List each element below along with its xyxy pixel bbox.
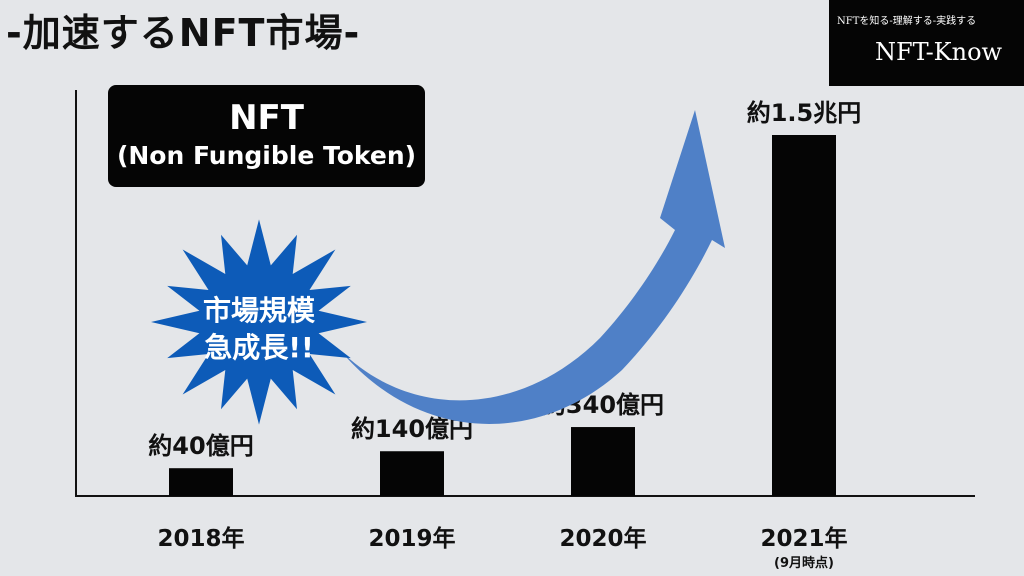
page-title: -加速するNFT市場-	[6, 11, 361, 55]
bar-1	[169, 468, 233, 496]
nft-definition-box: NFT (Non Fungible Token)	[108, 85, 425, 187]
x-tick-label-4: 2021年	[760, 525, 847, 552]
data-label-1: 約40億円	[148, 432, 253, 460]
nft-box-subtitle: (Non Fungible Token)	[116, 141, 417, 170]
burst-text-line2: 急成長!!	[204, 331, 314, 364]
nft-box-title: NFT	[229, 98, 304, 138]
starburst-badge-icon	[151, 219, 367, 425]
x-tick-label-1: 2018年	[157, 525, 244, 552]
bar-4	[772, 135, 836, 496]
brand-logo-box: NFTを知る-理解する-実践する NFT-Know	[829, 0, 1024, 86]
brand-name: NFT-Know	[875, 38, 1003, 66]
bar-3	[571, 427, 635, 496]
burst-text-line1: 市場規模	[203, 294, 316, 327]
x-tick-note-4: (9月時点)	[774, 555, 834, 571]
bar-2	[380, 451, 444, 496]
x-tick-label-2: 2019年	[368, 525, 455, 552]
x-tick-label-3: 2020年	[559, 525, 646, 552]
data-label-4: 約1.5兆円	[747, 99, 862, 127]
growth-arrow-icon	[340, 110, 725, 424]
brand-tagline: NFTを知る-理解する-実践する	[837, 16, 977, 27]
